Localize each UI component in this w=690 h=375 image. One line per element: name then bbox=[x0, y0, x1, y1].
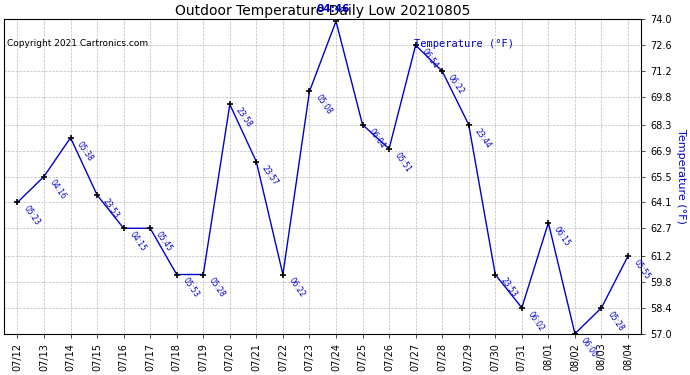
Text: 05:23: 05:23 bbox=[21, 204, 41, 227]
Text: 05:51: 05:51 bbox=[393, 151, 413, 174]
Text: 05:38: 05:38 bbox=[75, 140, 95, 163]
Text: 04:16: 04:16 bbox=[48, 178, 68, 201]
Text: 05:08: 05:08 bbox=[313, 93, 333, 116]
Text: 05:28: 05:28 bbox=[207, 276, 227, 299]
Text: 23:44: 23:44 bbox=[473, 127, 493, 150]
Text: Copyright 2021 Cartronics.com: Copyright 2021 Cartronics.com bbox=[7, 39, 148, 48]
Text: 23:57: 23:57 bbox=[260, 164, 280, 187]
Text: 23:53: 23:53 bbox=[101, 197, 121, 220]
Text: 06:54: 06:54 bbox=[420, 47, 440, 70]
Text: 05:28: 05:28 bbox=[605, 310, 625, 333]
Text: 06:00: 06:00 bbox=[579, 336, 599, 359]
Text: 06:15: 06:15 bbox=[553, 225, 572, 248]
Text: 06:22: 06:22 bbox=[287, 276, 307, 299]
Text: Temperature (°F): Temperature (°F) bbox=[414, 39, 514, 50]
Text: 06:22: 06:22 bbox=[446, 73, 466, 96]
Text: 23:58: 23:58 bbox=[234, 106, 254, 129]
Text: 06:02: 06:02 bbox=[526, 310, 546, 333]
Text: 23:53: 23:53 bbox=[500, 276, 519, 300]
Text: 05:53: 05:53 bbox=[181, 276, 201, 300]
Text: 06:04: 06:04 bbox=[366, 127, 386, 150]
Text: 05:45: 05:45 bbox=[154, 230, 174, 254]
Text: 04:15: 04:15 bbox=[128, 230, 148, 253]
Text: 05:55: 05:55 bbox=[632, 258, 652, 281]
Text: 04:46: 04:46 bbox=[317, 4, 350, 14]
Y-axis label: Temperature (°F): Temperature (°F) bbox=[676, 129, 686, 224]
Title: Outdoor Temperature Daily Low 20210805: Outdoor Temperature Daily Low 20210805 bbox=[175, 4, 471, 18]
